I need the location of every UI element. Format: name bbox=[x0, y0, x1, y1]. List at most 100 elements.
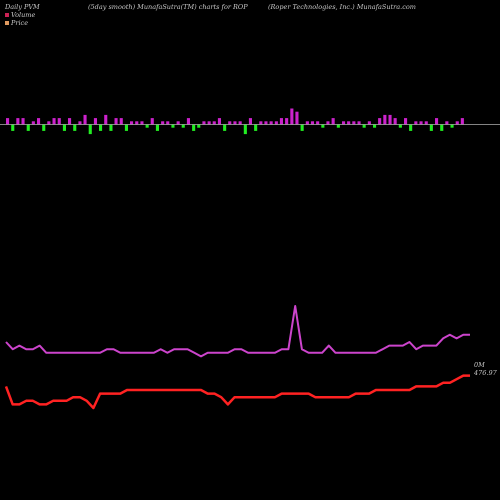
volume-bar bbox=[336, 124, 340, 128]
volume-bar bbox=[47, 121, 51, 125]
legend-price-swatch bbox=[5, 21, 9, 25]
last-price-label: 476.97 bbox=[473, 369, 498, 377]
volume-bar bbox=[6, 118, 10, 125]
volume-bar bbox=[455, 121, 459, 125]
chart-type-label: Daily PVM bbox=[5, 3, 40, 11]
volume-bar bbox=[62, 124, 66, 131]
volume-bar bbox=[445, 121, 449, 125]
volume-bar bbox=[99, 124, 103, 131]
volume-bar bbox=[140, 121, 144, 125]
volume-bar bbox=[373, 124, 377, 128]
volume-bar bbox=[310, 121, 314, 125]
volume-bar bbox=[171, 124, 175, 128]
volume-bar bbox=[233, 121, 237, 125]
volume-bar bbox=[124, 124, 128, 131]
volume-bar bbox=[295, 111, 299, 125]
volume-bar bbox=[161, 121, 165, 125]
volume-bar bbox=[109, 124, 113, 131]
legend-price-label: Price bbox=[11, 19, 29, 27]
volume-bar bbox=[342, 121, 346, 125]
volume-bar bbox=[383, 114, 387, 125]
price-lines bbox=[4, 305, 470, 410]
volume-bar bbox=[254, 124, 258, 131]
volume-bar bbox=[21, 118, 25, 125]
volume-bar bbox=[331, 118, 335, 125]
volume-bar bbox=[130, 121, 134, 125]
volume-bar bbox=[290, 108, 294, 125]
volume-bar bbox=[238, 121, 242, 125]
volume-bar bbox=[243, 124, 247, 135]
legend-volume-label: Volume bbox=[11, 11, 36, 19]
volume-bar bbox=[202, 121, 206, 125]
volume-bar bbox=[248, 118, 252, 125]
volume-bar bbox=[393, 118, 397, 125]
volume-bar bbox=[409, 124, 413, 131]
volume-bar bbox=[429, 124, 433, 131]
volume-bar bbox=[300, 124, 304, 131]
volume-bar bbox=[135, 121, 139, 125]
volume-bar bbox=[450, 124, 454, 128]
volume-bar bbox=[93, 118, 97, 125]
volume-bar bbox=[88, 124, 92, 135]
volume-bar bbox=[259, 121, 263, 125]
volume-bar bbox=[114, 118, 118, 125]
volume-bar bbox=[145, 124, 149, 128]
volume-bar bbox=[269, 121, 273, 125]
volume-bar bbox=[316, 121, 320, 125]
volume-bar bbox=[57, 118, 61, 125]
volume-bar bbox=[104, 114, 108, 125]
price-line bbox=[4, 374, 470, 410]
volume-ma-line bbox=[5, 305, 470, 358]
company-label: (Roper Technologies, Inc.) MunafaSutra.c… bbox=[268, 3, 416, 11]
volume-bar bbox=[264, 121, 268, 125]
volume-bar bbox=[176, 121, 180, 125]
legend-volume-swatch bbox=[5, 13, 9, 17]
volume-bar bbox=[31, 121, 35, 125]
volume-bar bbox=[166, 121, 170, 125]
volume-bar bbox=[186, 118, 190, 125]
volume-bar bbox=[16, 118, 20, 125]
volume-bar bbox=[150, 118, 154, 125]
volume-bar bbox=[119, 118, 123, 125]
volume-bar bbox=[404, 118, 408, 125]
volume-bar bbox=[73, 124, 77, 131]
volume-bar bbox=[367, 121, 371, 125]
volume-bar bbox=[305, 121, 309, 125]
volume-bar bbox=[357, 121, 361, 125]
legend-price: Price bbox=[5, 19, 28, 27]
volume-bar bbox=[326, 121, 330, 125]
volume-bar bbox=[440, 124, 444, 131]
chart-title: (5day smooth) MunafaSutra(TM) charts for… bbox=[88, 3, 248, 11]
volume-bar bbox=[460, 118, 464, 125]
volume-bar bbox=[68, 118, 72, 125]
volume-bar bbox=[274, 121, 278, 125]
volume-bars bbox=[6, 108, 464, 135]
volume-bar bbox=[212, 121, 216, 125]
volume-bar bbox=[388, 114, 392, 125]
volume-bar bbox=[414, 121, 418, 125]
volume-bar bbox=[207, 121, 211, 125]
volume-bar bbox=[279, 118, 283, 125]
volume-bar bbox=[378, 118, 382, 125]
volume-bar bbox=[347, 121, 351, 125]
volume-bar bbox=[42, 124, 46, 131]
volume-bar bbox=[285, 118, 289, 125]
volume-bar bbox=[83, 114, 87, 125]
ma-value-label: 0M bbox=[474, 361, 485, 369]
volume-bar bbox=[398, 124, 402, 128]
volume-bar bbox=[217, 118, 221, 125]
volume-bar bbox=[362, 124, 366, 128]
volume-bar bbox=[37, 118, 41, 125]
volume-bar bbox=[192, 124, 196, 131]
volume-bar bbox=[181, 124, 185, 128]
volume-bar bbox=[435, 118, 439, 125]
volume-bar bbox=[352, 121, 356, 125]
volume-bar bbox=[228, 121, 232, 125]
volume-bar bbox=[26, 124, 30, 131]
volume-bar bbox=[321, 124, 325, 128]
volume-bar bbox=[78, 121, 82, 125]
volume-bar bbox=[197, 124, 201, 128]
legend-volume: Volume bbox=[5, 11, 35, 19]
volume-bar bbox=[155, 124, 159, 131]
